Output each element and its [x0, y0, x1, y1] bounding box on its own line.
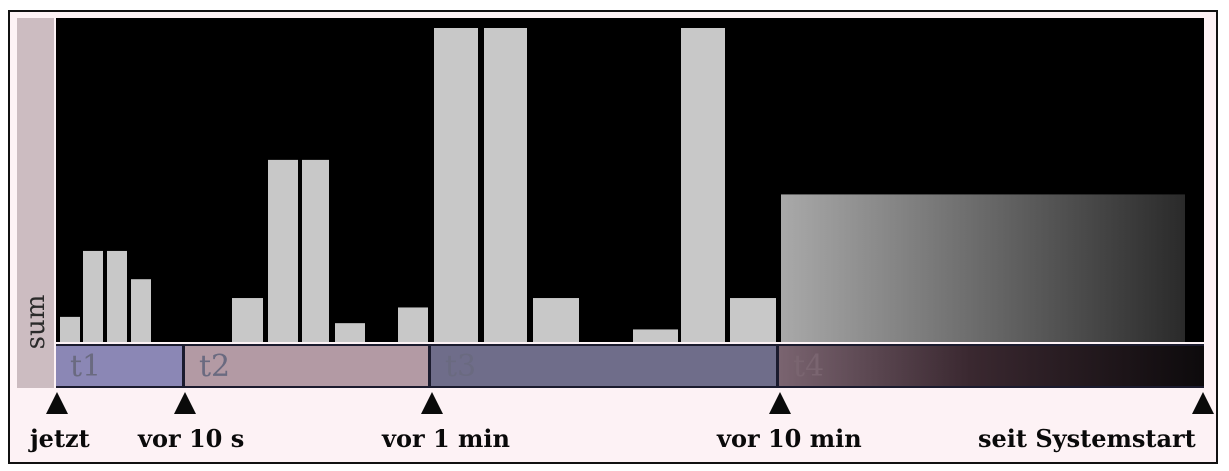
plot-area [56, 18, 1204, 342]
segment-t1-label: t1 [70, 349, 102, 384]
marker-seit-systemstart [1192, 392, 1214, 414]
segment-t4-label: t4 [793, 349, 825, 384]
time-label-vor-1-min: vor 1 min [382, 424, 510, 453]
bar-t2-8 [335, 323, 365, 342]
bar-t1-1 [60, 316, 80, 342]
marker-vor-10-s [174, 392, 196, 414]
bar-t1-4 [131, 279, 151, 342]
time-markers [0, 392, 1229, 422]
bar-chart [60, 28, 1185, 342]
y-axis-label-text: sum [20, 294, 51, 350]
marker-vor-10-min [769, 392, 791, 414]
bar-t3-13 [633, 329, 678, 342]
time-label-jetzt: jetzt [30, 424, 90, 453]
time-segments: t1 t2 t3 t4 [56, 344, 1204, 388]
segment-t2-label: t2 [199, 349, 231, 384]
time-label-vor-10-s: vor 10 s [138, 424, 245, 453]
bar-t3-10 [434, 28, 478, 342]
bar-t3-15 [730, 298, 776, 342]
y-axis-label: sum [17, 292, 54, 352]
bar-t3-14 [681, 28, 725, 342]
aggregate-bar-t4 [781, 194, 1185, 342]
segment-t2: t2 [185, 344, 431, 388]
time-label-vor-10-min: vor 10 min [717, 424, 862, 453]
bar-t2-6 [268, 159, 298, 342]
marker-vor-1-min [421, 392, 443, 414]
segment-t1: t1 [56, 344, 185, 388]
bar-t1-3 [107, 250, 127, 342]
bar-t3-11 [484, 28, 527, 342]
time-label-seit-systemstart: seit Systemstart [978, 424, 1196, 453]
marker-jetzt [46, 392, 68, 414]
segment-t3-label: t3 [445, 349, 477, 384]
bar-t2-9 [398, 307, 428, 342]
bar-t2-7 [302, 159, 329, 342]
segment-t4: t4 [779, 344, 1204, 388]
bar-t3-12 [533, 298, 579, 342]
segment-t3: t3 [431, 344, 779, 388]
bar-t2-5 [232, 298, 263, 342]
y-axis-strip [17, 18, 54, 388]
bar-t1-2 [83, 250, 103, 342]
